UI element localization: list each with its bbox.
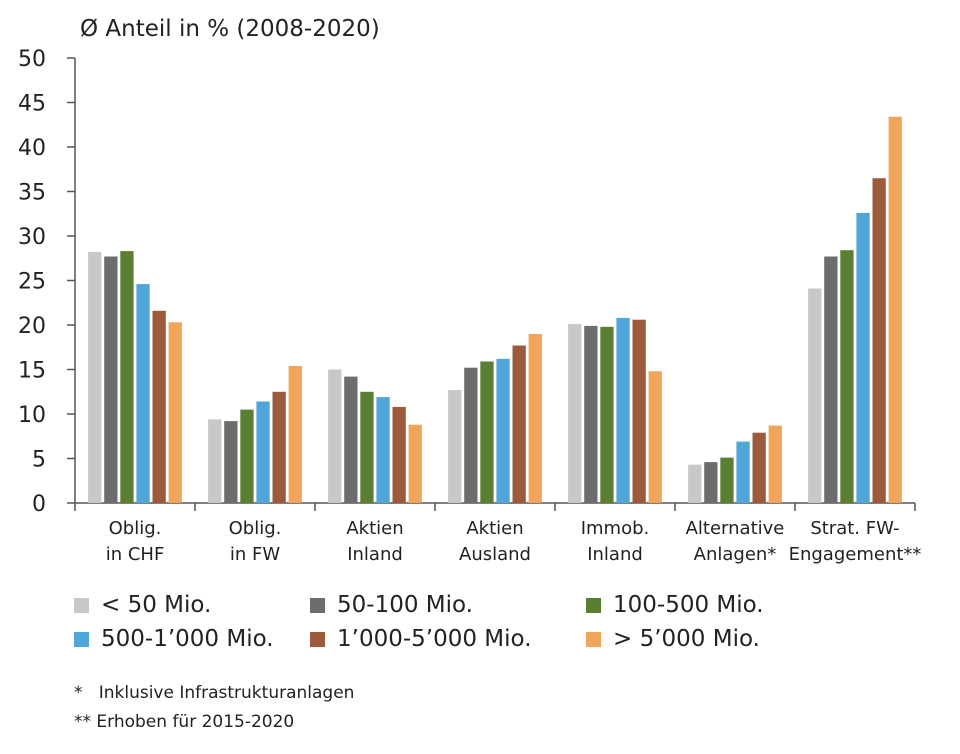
bar — [360, 391, 374, 504]
x-category-label: Ausland — [459, 544, 531, 565]
x-category-label: Oblig. — [109, 518, 162, 539]
bar — [688, 464, 702, 503]
legend-item: 1’000-5’000 Mio. — [310, 626, 532, 652]
legend-item: < 50 Mio. — [74, 592, 211, 618]
y-axis: 0 5 10 15 20 25 30 35 40 45 50 — [18, 47, 76, 517]
bar — [736, 441, 750, 503]
bar — [648, 371, 662, 503]
bar — [808, 288, 822, 503]
bar — [240, 409, 254, 503]
bar — [272, 391, 286, 504]
legend-label: 50-100 Mio. — [337, 592, 473, 618]
bar — [120, 251, 134, 503]
x-category-label: Inland — [347, 544, 403, 565]
legend-label: > 5’000 Mio. — [613, 626, 760, 652]
bar — [600, 326, 614, 503]
x-category-label: Alternative — [686, 518, 785, 539]
legend-item: 500-1’000 Mio. — [74, 626, 274, 652]
bar — [872, 178, 886, 503]
legend-item: 100-500 Mio. — [586, 592, 764, 618]
legend-item: > 5’000 Mio. — [586, 626, 760, 652]
y-tick-label: 50 — [18, 47, 46, 72]
legend-item: 50-100 Mio. — [310, 592, 473, 618]
legend-label: 500-1’000 Mio. — [101, 626, 274, 652]
x-category-label: Engagement** — [789, 544, 922, 565]
legend-swatch — [586, 597, 601, 613]
bar — [616, 317, 630, 503]
bar — [104, 256, 118, 503]
chart-title: Ø Anteil in % (2008-2020) — [80, 16, 380, 42]
bar — [88, 252, 102, 503]
legend-label: < 50 Mio. — [101, 592, 212, 618]
bar — [720, 457, 734, 503]
bar — [496, 358, 510, 503]
y-tick-label: 40 — [18, 136, 46, 161]
y-tick-label: 35 — [18, 181, 46, 206]
legend-swatch — [310, 631, 325, 647]
bar — [464, 367, 478, 503]
x-category-label: Oblig. — [229, 518, 282, 539]
bar — [768, 425, 782, 503]
bars — [88, 116, 902, 504]
bar — [288, 365, 302, 503]
y-tick-label: 10 — [18, 403, 46, 428]
bar — [224, 421, 238, 503]
bar — [568, 324, 582, 503]
legend-swatch — [74, 597, 89, 613]
bar — [888, 116, 902, 503]
bar — [256, 401, 270, 503]
bar — [152, 310, 166, 503]
x-category-label: Anlagen* — [694, 544, 777, 565]
y-tick-label: 5 — [32, 448, 46, 473]
x-category-label: in FW — [230, 544, 280, 565]
y-tick-label: 25 — [18, 270, 46, 295]
x-axis: Oblig. in CHF Oblig. in FW Aktien Inland Aktie… — [74, 502, 922, 565]
y-tick-label: 30 — [18, 225, 46, 250]
bar — [344, 376, 358, 503]
bar — [584, 325, 598, 503]
bar — [824, 256, 838, 503]
x-category-label: Aktien — [346, 518, 403, 539]
bar — [856, 212, 870, 503]
x-category-label: Inland — [587, 544, 643, 565]
legend-swatch — [586, 631, 601, 647]
footnote-infrastructure: * Inklusive Infrastrukturanlagen — [74, 683, 355, 703]
y-tick-label: 45 — [18, 92, 46, 117]
bar — [136, 284, 150, 503]
legend-swatch — [310, 597, 325, 613]
bar — [448, 390, 462, 503]
bar — [376, 397, 390, 503]
legend-label: 100-500 Mio. — [613, 592, 764, 618]
bar — [168, 322, 182, 503]
x-category-label: Immob. — [581, 518, 650, 539]
bar — [752, 432, 766, 503]
bar — [840, 250, 854, 503]
legend-swatch — [74, 631, 89, 647]
y-tick-label: 15 — [18, 359, 46, 384]
footnote-survey-period: ** Erhoben für 2015-2020 — [74, 712, 295, 732]
bar — [480, 361, 494, 503]
x-category-label: Aktien — [466, 518, 523, 539]
legend-label: 1’000-5’000 Mio. — [337, 626, 532, 652]
bar — [632, 319, 646, 503]
bar — [528, 333, 542, 503]
bar — [704, 462, 718, 503]
x-category-label: Strat. FW- — [810, 518, 899, 539]
bar — [328, 369, 342, 503]
bar — [512, 345, 526, 503]
y-tick-label: 0 — [32, 492, 46, 517]
x-category-label: in CHF — [106, 544, 165, 565]
bar — [408, 424, 422, 503]
bar — [392, 406, 406, 503]
bar — [208, 419, 222, 503]
y-tick-label: 20 — [18, 314, 46, 339]
